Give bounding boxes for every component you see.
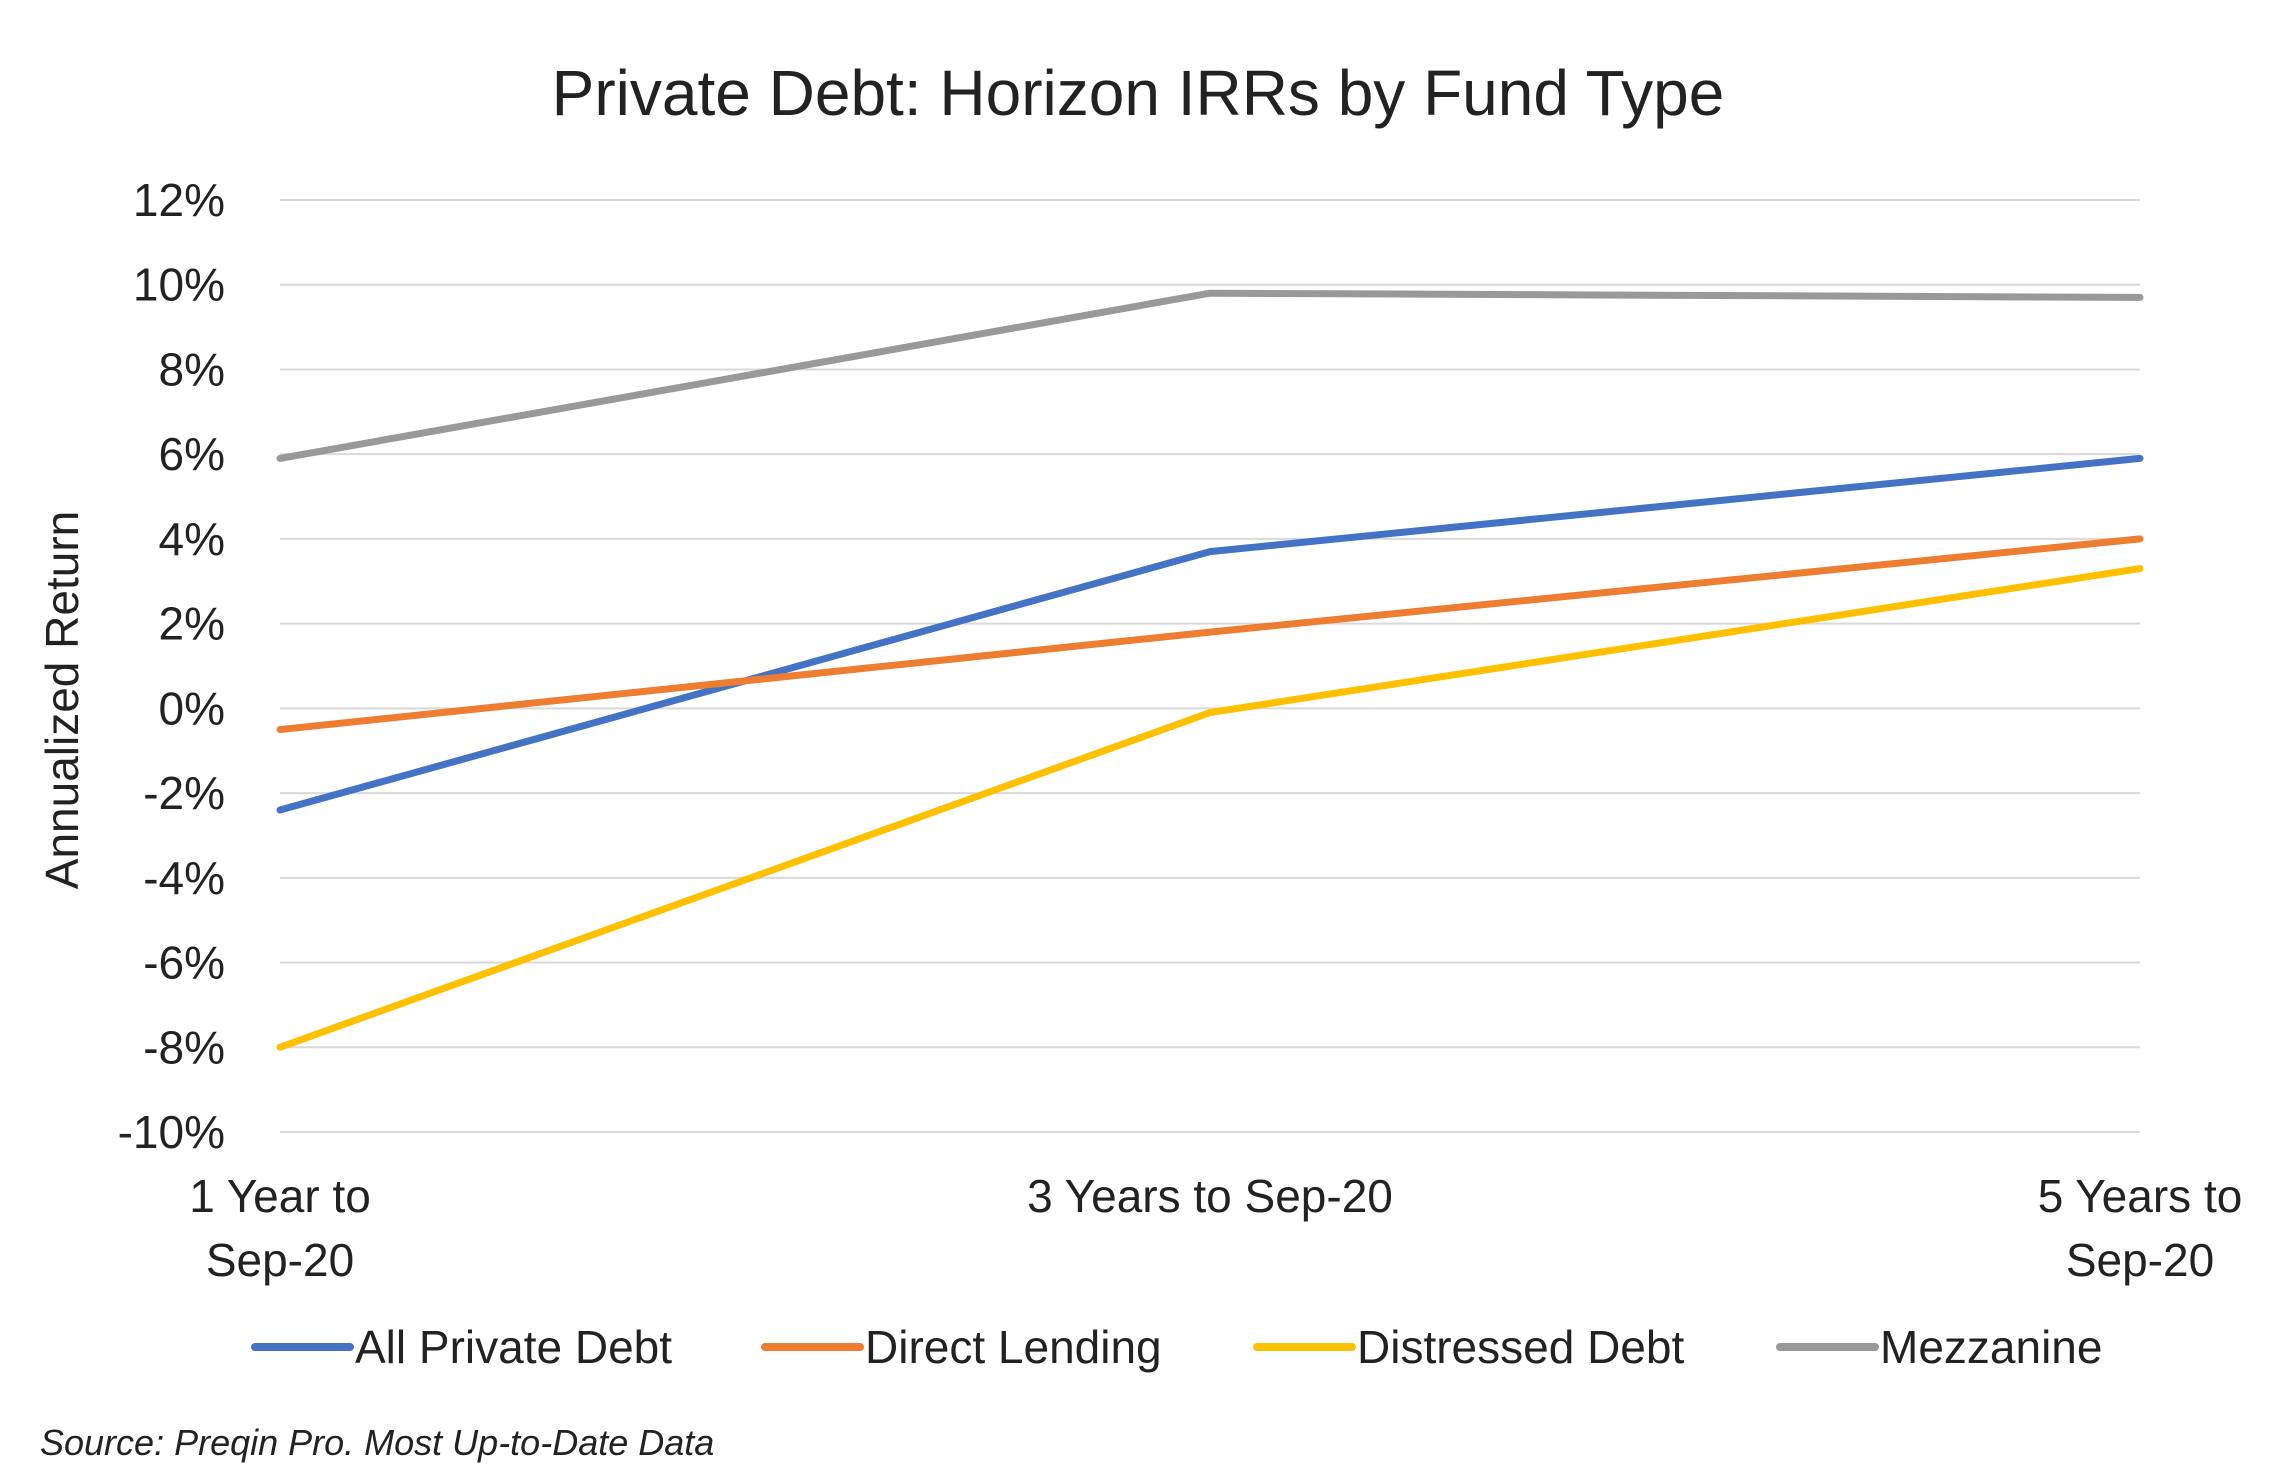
- series-lines: [276, 289, 2144, 1051]
- legend-item-direct-lending[interactable]: Direct Lending: [761, 1321, 1162, 1373]
- legend-label: Mezzanine: [1880, 1321, 2102, 1373]
- legend[interactable]: All Private Debt Direct Lending Distressed…: [251, 1321, 2102, 1373]
- y-axis-tick-labels: -10% -8% -6% -4% -2% 0% 2% 4% 6% 8% 10% 12%: [118, 174, 225, 1158]
- y-axis-title: Annualized Return: [36, 511, 88, 889]
- legend-label: All Private Debt: [355, 1321, 672, 1373]
- y-tick-label: 4%: [159, 513, 225, 565]
- series-line-all-private-debt: [276, 454, 2144, 814]
- source-note: Source: Preqin Pro. Most Up-to-Date Data: [40, 1422, 714, 1463]
- x-axis-tick-labels: 1 Year to Sep-20 3 Years to Sep-20 5 Years …: [189, 1170, 2242, 1286]
- x-tick-label: 1 Year to Sep-20: [189, 1170, 371, 1286]
- y-tick-label: 10%: [133, 259, 225, 311]
- series-line-direct-lending: [276, 535, 2144, 734]
- legend-item-mezzanine[interactable]: Mezzanine: [1776, 1321, 2102, 1373]
- gridlines: [280, 199, 2140, 1133]
- series-line-mezzanine: [276, 289, 2144, 462]
- y-tick-label: 2%: [159, 598, 225, 650]
- y-tick-label: -8%: [143, 1021, 225, 1073]
- y-tick-label: 0%: [159, 682, 225, 734]
- x-tick-label: 3 Years to Sep-20: [1027, 1170, 1393, 1222]
- series-line-distressed-debt: [276, 565, 2144, 1051]
- x-tick-label: 5 Years to Sep-20: [2038, 1170, 2243, 1286]
- legend-label: Direct Lending: [865, 1321, 1162, 1373]
- legend-label: Distressed Debt: [1357, 1321, 1684, 1373]
- legend-item-distressed-debt[interactable]: Distressed Debt: [1253, 1321, 1684, 1373]
- y-tick-label: 12%: [133, 174, 225, 226]
- y-tick-label: -6%: [143, 937, 225, 989]
- y-tick-label: -10%: [118, 1106, 225, 1158]
- y-tick-label: -2%: [143, 767, 225, 819]
- legend-item-all-private-debt[interactable]: All Private Debt: [251, 1321, 672, 1373]
- chart-title: Private Debt: Horizon IRRs by Fund Type: [552, 57, 1725, 129]
- y-tick-label: 6%: [159, 428, 225, 480]
- y-tick-label: -4%: [143, 852, 225, 904]
- y-tick-label: 8%: [159, 343, 225, 395]
